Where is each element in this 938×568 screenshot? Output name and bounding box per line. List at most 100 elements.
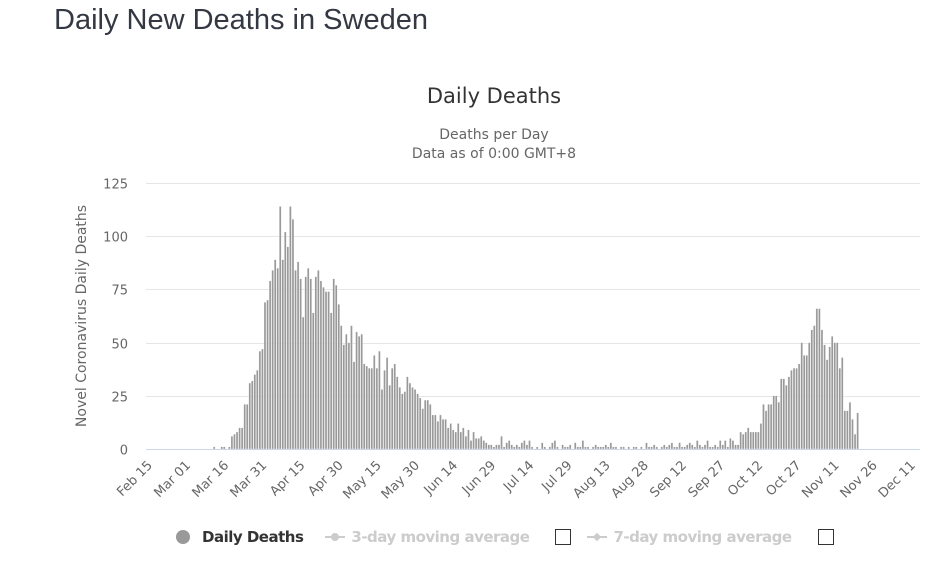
bar <box>647 446 651 450</box>
y-tick-label: 125 <box>103 178 128 193</box>
bar <box>800 342 803 450</box>
bar <box>673 446 676 450</box>
bar <box>327 291 330 450</box>
bar <box>243 404 246 450</box>
chart-subtitle: Deaths per Day Data as of 0:00 GMT+8 <box>0 126 938 164</box>
bar <box>370 367 373 450</box>
bar <box>528 440 531 450</box>
bar <box>490 444 493 450</box>
x-tick-label: Dec 11 <box>876 458 919 501</box>
bar <box>274 259 277 450</box>
bar <box>729 438 732 450</box>
bar <box>769 404 773 450</box>
legend-item-daily-deaths[interactable]: Daily Deaths <box>176 528 304 546</box>
bar <box>836 342 839 450</box>
bar <box>350 325 353 450</box>
x-tick-label: Nov 11 <box>799 458 842 501</box>
bar <box>492 446 496 450</box>
bar <box>719 440 722 450</box>
bar <box>736 444 740 450</box>
bar <box>393 363 396 450</box>
bar <box>385 357 389 450</box>
bar <box>416 393 419 450</box>
bar <box>716 446 719 450</box>
bar <box>846 410 849 450</box>
bar <box>411 387 414 450</box>
bar <box>230 436 234 450</box>
bar <box>418 397 422 450</box>
bar <box>233 433 236 450</box>
bar <box>289 206 292 450</box>
bar <box>413 389 417 450</box>
bar <box>347 342 351 450</box>
bar <box>446 427 450 450</box>
bar <box>271 270 274 450</box>
chart-title: Daily Deaths <box>426 84 562 108</box>
bar <box>312 312 315 450</box>
bar <box>223 446 226 450</box>
bar <box>619 446 623 450</box>
bar <box>363 363 366 450</box>
bar <box>375 367 379 450</box>
legend-item-3-day-average[interactable]: 3-day moving average <box>325 528 530 546</box>
bar <box>841 357 844 450</box>
bar <box>586 446 590 450</box>
bar <box>441 419 445 450</box>
y-tick-label: 0 <box>120 444 128 459</box>
checkbox-7-day-average[interactable] <box>817 529 834 545</box>
bar <box>383 370 386 450</box>
bar <box>790 370 793 450</box>
bar <box>764 410 768 450</box>
y-axis-label: Novel Coronavirus Daily Deaths <box>74 205 90 427</box>
x-tick-label: Mar 16 <box>190 458 233 501</box>
bar <box>520 442 524 450</box>
bar <box>530 446 534 450</box>
bar <box>429 404 432 450</box>
bar <box>612 446 615 450</box>
checkbox-3-day-average[interactable] <box>555 529 572 545</box>
bar <box>467 429 470 450</box>
bar <box>660 446 663 450</box>
bar <box>251 380 254 450</box>
bar <box>688 442 691 450</box>
bar <box>314 276 318 450</box>
bar <box>246 404 249 450</box>
bar <box>510 444 513 450</box>
bar <box>248 382 251 450</box>
bar <box>513 446 516 450</box>
bar <box>424 399 427 450</box>
x-tick-label: Oct 12 <box>725 458 766 499</box>
bar <box>566 446 569 450</box>
bar <box>645 442 648 450</box>
bar <box>579 446 582 450</box>
bar <box>380 389 384 450</box>
bar <box>652 444 656 450</box>
bar <box>268 280 272 450</box>
bar <box>818 308 821 450</box>
bar <box>782 378 785 450</box>
bar <box>459 431 462 450</box>
bar <box>396 376 399 450</box>
bar <box>406 376 409 450</box>
bar <box>851 419 854 450</box>
bar <box>775 395 778 450</box>
bar <box>670 442 674 450</box>
bar <box>281 259 284 450</box>
legend-label: 7-day moving average <box>613 528 792 546</box>
bar <box>574 442 577 450</box>
x-tick-label: May 15 <box>340 458 384 502</box>
bar <box>457 423 460 450</box>
bar <box>373 355 376 450</box>
bar <box>686 444 689 450</box>
bar <box>355 331 358 450</box>
bar <box>256 370 259 450</box>
chart-subtitle-line-1: Deaths per Day <box>439 127 549 143</box>
bar <box>474 438 478 450</box>
bar <box>604 444 607 450</box>
page-title: Daily New Deaths in Sweden <box>54 4 428 36</box>
bar <box>744 431 747 450</box>
legend-item-7-day-average[interactable]: 7-day moving average <box>587 528 792 546</box>
bar <box>487 444 490 450</box>
